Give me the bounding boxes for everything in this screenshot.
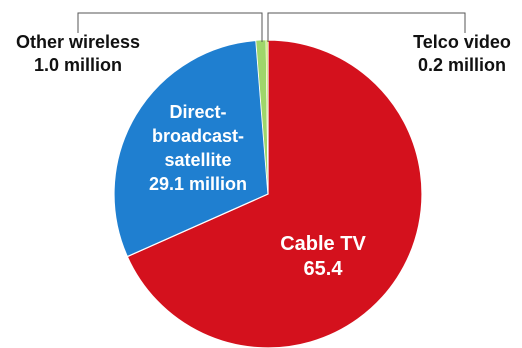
other-wireless-label: Other wireless: [16, 32, 140, 52]
cable-tv-value: 65.4: [304, 258, 344, 280]
telco-video-value: 0.2 million: [418, 55, 506, 75]
pie-slices: [113, 39, 423, 348]
telco-video-label: Telco video: [413, 32, 511, 52]
dbs-label-line1: Direct-: [169, 102, 226, 122]
dbs-label-line3: satellite: [164, 150, 231, 170]
dbs-value: 29.1 million: [149, 174, 247, 194]
cable-tv-label: Cable TV: [280, 233, 366, 255]
pie-slice-cable-tv: [126, 39, 423, 348]
pie-slice-direct-broadcast-satellite: [113, 39, 269, 258]
leader-line-telco-video: [267, 12, 466, 42]
dbs-label-line2: broadcast-: [152, 126, 244, 146]
leader-line-other-wireless: [77, 12, 263, 42]
other-wireless-value: 1.0 million: [34, 55, 122, 75]
